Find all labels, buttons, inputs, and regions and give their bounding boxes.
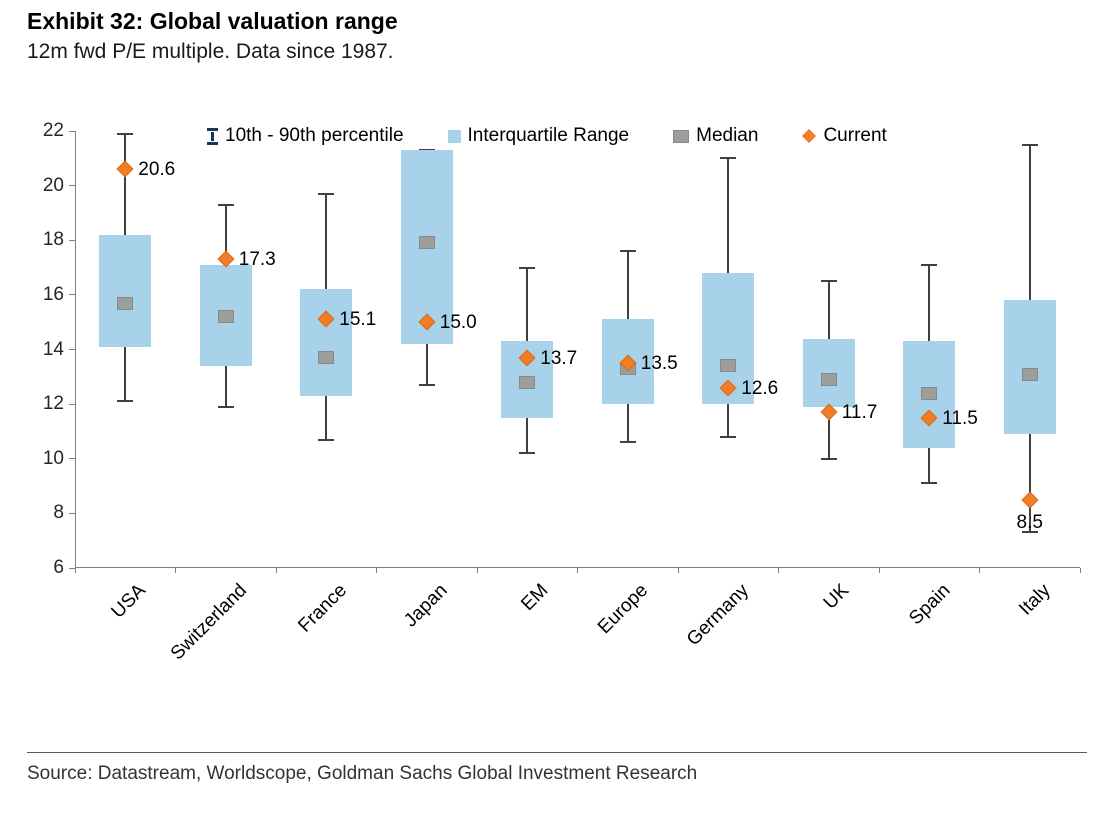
exhibit-title: Exhibit 32: Global valuation range <box>27 8 398 34</box>
x-axis-tick <box>376 568 377 573</box>
y-axis-tick <box>69 294 75 296</box>
y-axis-tick <box>69 185 75 187</box>
legend-item-percentile: 10th - 90th percentile <box>206 125 404 147</box>
legend-label-iqr: Interquartile Range <box>467 125 630 146</box>
current-value-label: 8.5 <box>1016 511 1043 533</box>
legend-item-iqr: Interquartile Range <box>447 125 630 147</box>
median-marker <box>720 359 737 373</box>
median-marker <box>418 236 435 250</box>
current-value-label: 13.5 <box>640 353 678 375</box>
current-value-label: 11.5 <box>942 407 978 429</box>
whisker-cap-top <box>921 263 938 266</box>
y-axis-label: 6 <box>53 557 64 578</box>
legend-label-current: Current <box>823 125 887 146</box>
iqr-swatch-icon <box>447 129 461 143</box>
current-value-label: 15.1 <box>339 309 377 331</box>
category-label: USA <box>107 580 151 623</box>
category-label: Europe <box>594 580 653 639</box>
x-axis-tick <box>979 568 980 573</box>
x-axis-tick <box>275 568 277 573</box>
x-axis-tick <box>677 568 679 573</box>
whisker-cap-bottom <box>720 435 737 438</box>
legend-label-median: Median <box>696 125 759 146</box>
y-axis-label: 20 <box>42 174 64 196</box>
median-marker <box>820 373 837 387</box>
category-label: Germany <box>682 580 754 651</box>
whisker-cap-bottom <box>217 405 234 408</box>
y-axis-tick <box>69 349 75 350</box>
y-axis-tick <box>69 512 75 514</box>
median-marker <box>318 351 335 365</box>
whisker-cap-top <box>318 192 335 195</box>
x-axis-tick <box>878 568 880 573</box>
current-value-label: 20.6 <box>138 159 176 181</box>
error-bar-icon <box>206 127 218 145</box>
whisker-cap-bottom <box>619 441 636 444</box>
whisker-cap-bottom <box>1021 531 1038 534</box>
current-value-label: 11.7 <box>841 402 878 424</box>
whisker-cap-bottom <box>820 457 837 460</box>
median-marker <box>519 375 536 389</box>
y-axis-label: 10 <box>42 447 64 469</box>
whisker-cap-bottom <box>519 452 536 455</box>
y-axis-tick <box>69 130 75 132</box>
whisker-cap-bottom <box>318 438 335 441</box>
current-value-label: 12.6 <box>741 377 779 399</box>
median-marker <box>1021 367 1038 381</box>
median-swatch-icon <box>673 129 690 143</box>
category-label: Japan <box>400 580 452 632</box>
category-label: EM <box>517 580 553 616</box>
source-divider <box>27 752 1087 753</box>
y-axis-label: 18 <box>42 229 64 251</box>
legend-item-current: Current <box>802 125 887 147</box>
category-label: France <box>294 580 352 637</box>
y-axis-label: 16 <box>42 283 64 305</box>
y-axis-label: 14 <box>42 338 64 360</box>
chart-legend: 10th - 90th percentile Interquartile Ran… <box>206 125 887 147</box>
x-axis-tick <box>74 568 76 573</box>
whisker-cap-top <box>619 250 636 253</box>
whisker-cap-top <box>217 203 234 206</box>
y-axis-tick <box>69 458 75 460</box>
category-label: Italy <box>1015 580 1055 620</box>
iqr-box <box>300 289 353 396</box>
iqr-box <box>802 338 855 407</box>
median-marker <box>217 310 234 324</box>
median-marker <box>117 296 134 310</box>
y-axis-label: 8 <box>53 502 64 524</box>
whisker-cap-bottom <box>418 384 435 386</box>
whisker-cap-bottom <box>921 482 938 485</box>
whisker-cap-top <box>720 157 737 160</box>
x-axis-tick <box>1079 568 1081 573</box>
iqr-box <box>1003 300 1056 435</box>
y-axis-tick <box>69 567 75 569</box>
y-axis-tick <box>69 403 75 405</box>
category-label: UK <box>820 580 854 614</box>
iqr-box <box>99 234 152 347</box>
current-value-label: 17.3 <box>238 249 276 271</box>
current-diamond-icon <box>802 128 817 144</box>
current-value-label: 13.7 <box>540 347 578 369</box>
current-value-label: 15.0 <box>439 312 477 334</box>
whisker-cap-top <box>519 266 536 269</box>
whisker-cap-bottom <box>117 400 134 403</box>
category-label: Switzerland <box>166 580 251 665</box>
x-axis-tick <box>778 568 779 573</box>
y-axis-label: 22 <box>42 120 64 141</box>
whisker-cap-top <box>820 280 837 283</box>
category-label: Spain <box>904 580 955 630</box>
y-axis-label: 12 <box>42 393 64 415</box>
x-axis-tick <box>577 568 578 573</box>
median-marker <box>921 386 938 400</box>
legend-item-median: Median <box>673 125 758 147</box>
exhibit-subtitle: 12m fwd P/E multiple. Data since 1987. <box>27 40 394 63</box>
x-axis-tick <box>476 568 478 573</box>
whisker-cap-top <box>117 132 134 135</box>
source-text: Source: Datastream, Worldscope, Goldman … <box>27 763 698 784</box>
x-axis-tick <box>175 568 176 573</box>
whisker-cap-top <box>1021 143 1038 146</box>
legend-label-percentile: 10th - 90th percentile <box>225 125 404 146</box>
y-axis-tick <box>69 239 75 241</box>
